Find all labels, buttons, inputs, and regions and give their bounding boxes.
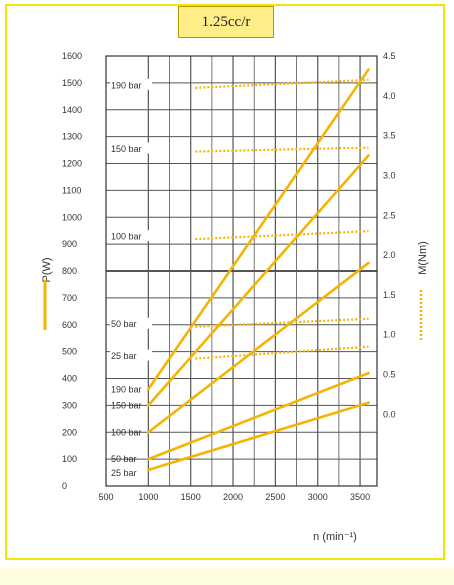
y-left-tick-label: 900 — [62, 239, 77, 249]
x-axis-title: n (min⁻¹) — [313, 531, 357, 543]
y-left-tick-label: 1600 — [62, 51, 82, 61]
x-tick-label: 500 — [98, 492, 113, 502]
y-right-tick-label: 4.5 — [383, 51, 396, 61]
torque-label-bg — [110, 142, 152, 154]
x-tick-label: 2000 — [223, 492, 243, 502]
torque-label-bg — [110, 230, 152, 242]
torque-line — [195, 230, 369, 241]
x-tick-label: 1000 — [138, 492, 158, 502]
y-right-tick-label: 2.0 — [383, 250, 396, 260]
y-left-tick-label: 1200 — [62, 159, 82, 169]
y-right-tick-label: 3.5 — [383, 131, 396, 141]
y-right-tick-label: 1.5 — [383, 290, 396, 300]
torque-line-label: 100 bar — [111, 232, 142, 242]
y-right-tick-label: 0.0 — [383, 409, 396, 419]
torque-line-label: 50 bar — [111, 319, 137, 329]
torque-line — [195, 345, 369, 360]
power-line-label: 150 bar — [111, 400, 142, 410]
plot-border — [105, 55, 378, 487]
power-line-label: 100 bar — [111, 427, 142, 437]
torque-label-bg — [110, 349, 152, 361]
y-left-tick-label: 500 — [62, 347, 77, 357]
y-right-tick-label: 1.0 — [383, 330, 396, 340]
torque-line-label: 25 bar — [111, 351, 137, 361]
y-left-tick-label: 700 — [62, 293, 77, 303]
y-left-tick-label: 800 — [62, 266, 77, 276]
x-tick-label: 2500 — [265, 492, 285, 502]
y-left-tick-label: 300 — [62, 400, 77, 410]
power-line — [147, 371, 370, 461]
y-left-tick-label: 1300 — [62, 132, 82, 142]
power-line-label: 25 bar — [111, 468, 137, 478]
chart-lines — [147, 68, 370, 472]
power-line — [147, 401, 370, 472]
torque-label-bg — [110, 78, 152, 90]
torque-line — [195, 146, 369, 153]
chart-title: 1.25cc/r — [178, 6, 274, 38]
x-tick-label: 1500 — [181, 492, 201, 502]
x-tick-label: 3000 — [308, 492, 328, 502]
y-left-tick-label: 200 — [62, 427, 77, 437]
bottom-strip — [0, 568, 454, 585]
power-line-label: 190 bar — [111, 384, 142, 394]
power-line — [147, 261, 370, 434]
torque-line-label: 190 bar — [111, 80, 142, 90]
y-left-tick-label: 1500 — [62, 78, 82, 88]
axis-titles: P(W) M(Nm) n (min⁻¹) — [41, 241, 429, 543]
torque-line — [195, 317, 369, 328]
chart-frame — [5, 4, 445, 560]
y-left-tick-label: 600 — [62, 320, 77, 330]
y-right-tick-label: 0.5 — [383, 370, 396, 380]
chart-labels: 190 bar 150 bar 100 bar 50 bar 25 bar 190 bar… — [110, 78, 152, 478]
torque-label-bg — [110, 317, 152, 329]
y-left-tick-label: 0 — [62, 481, 67, 491]
x-tick-label: 3500 — [350, 492, 370, 502]
y-left-axis-title: P(W) — [41, 257, 53, 282]
torque-line-label: 150 bar — [111, 144, 142, 154]
power-line — [147, 154, 370, 407]
y-left-tick-label: 100 — [62, 454, 77, 464]
chart-ticks: 0 100 200 300 400 500 600 700 800 900 1000 1100 1200… — [62, 51, 396, 502]
y-right-tick-label: 2.5 — [383, 210, 396, 220]
y-left-tick-label: 400 — [62, 374, 77, 384]
y-right-axis-title: M(Nm) — [417, 241, 429, 275]
power-line-label: 50 bar — [111, 454, 137, 464]
power-line — [147, 68, 370, 391]
y-left-tick-label: 1100 — [62, 185, 81, 195]
y-right-tick-label: 4.0 — [383, 91, 396, 101]
y-right-tick-label: 3.0 — [383, 170, 396, 180]
y-left-tick-label: 1000 — [62, 212, 82, 222]
y-left-tick-label: 1400 — [62, 105, 82, 115]
torque-line — [195, 78, 369, 89]
